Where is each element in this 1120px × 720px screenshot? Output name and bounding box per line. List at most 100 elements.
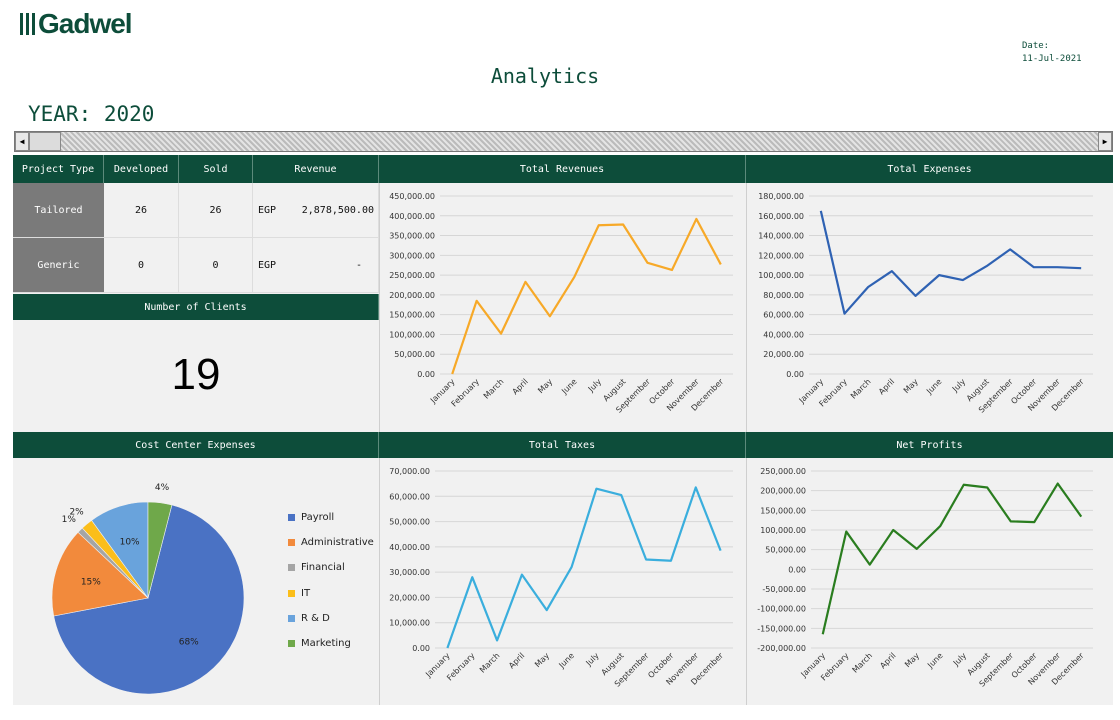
- series-line: [819, 210, 1082, 315]
- legend-label: Marketing: [301, 638, 351, 650]
- clients-title: Number of Clients: [13, 294, 379, 320]
- y-tick-label: 80,000.00: [763, 291, 804, 300]
- expenses-title: Total Expenses: [746, 155, 1113, 183]
- x-tick-label: May: [903, 651, 921, 669]
- revenues-title: Total Revenues: [379, 155, 746, 183]
- x-tick-label: April: [511, 377, 530, 396]
- taxes-title: Total Taxes: [379, 432, 746, 458]
- y-tick-label: 0.00: [417, 370, 435, 379]
- divider: [746, 183, 747, 432]
- row-generic-type: Generic: [13, 238, 104, 293]
- row-tailored-developed: 26: [104, 183, 179, 238]
- table-header-revenue: Revenue: [253, 155, 379, 183]
- x-tick-label: July: [586, 377, 603, 394]
- divider: [379, 458, 380, 705]
- x-tick-label: July: [951, 651, 968, 668]
- y-tick-label: 40,000.00: [763, 330, 804, 339]
- date-label: Date:: [1022, 41, 1050, 51]
- legend-swatch: [288, 614, 295, 622]
- legend-item: R & D: [288, 606, 374, 631]
- y-tick-label: 100,000.00: [389, 330, 435, 339]
- revenues-line-chart: 0.00 50,000.00 100,000.00 150,000.00 200,000…: [389, 192, 733, 415]
- y-tick-label: 0.00: [788, 565, 806, 574]
- legend-label: R & D: [301, 612, 330, 624]
- pie-data-label: 68%: [179, 637, 199, 647]
- pie-slice-marketing: [147, 501, 173, 599]
- row-generic-revenue-value: -: [355, 259, 362, 271]
- y-tick-label: 250,000.00: [760, 467, 806, 476]
- y-tick-label: 350,000.00: [389, 232, 435, 241]
- legend-swatch: [288, 640, 295, 648]
- y-tick-label: 30,000.00: [389, 568, 430, 577]
- table-header-sold: Sold: [179, 155, 253, 183]
- cost-center-title: Cost Center Expenses: [13, 432, 379, 458]
- x-tick-label: April: [878, 651, 897, 670]
- row-generic-sold: 0: [179, 238, 253, 293]
- x-tick-label: April: [507, 651, 526, 670]
- expenses-line-chart: 0.00 20,000.00 40,000.00 60,000.00 80,000.00…: [758, 192, 1093, 415]
- horizontal-scrollbar[interactable]: ◀ ▶: [14, 131, 1113, 152]
- pie-slice-payroll: [53, 504, 245, 695]
- row-tailored-sold: 26: [179, 183, 253, 238]
- pie-data-label: 15%: [81, 577, 101, 587]
- pie-data-label: 4%: [155, 483, 170, 493]
- legend-swatch: [288, 589, 295, 597]
- page-title: Analytics: [490, 64, 600, 88]
- x-tick-label: March: [478, 651, 502, 675]
- y-tick-label: 250,000.00: [389, 271, 435, 280]
- y-tick-label: 0.00: [412, 644, 430, 653]
- legend-item: Marketing: [288, 631, 374, 656]
- x-tick-label: May: [902, 377, 920, 395]
- y-tick-label: 60,000.00: [389, 492, 430, 501]
- y-tick-label: 100,000.00: [758, 271, 804, 280]
- legend-label: Financial: [301, 562, 345, 574]
- pie-data-label: 2%: [69, 508, 84, 518]
- row-tailored-revenue-value: 2,878,500.00: [301, 204, 374, 216]
- scroll-left-arrow-icon[interactable]: ◀: [15, 132, 29, 151]
- net-profits-line-chart: -200,000.00 -150,000.00 -100,000.00 -50,000…: [757, 467, 1093, 689]
- legend-label: Payroll: [301, 512, 335, 524]
- x-tick-label: May: [533, 651, 551, 669]
- y-tick-label: -50,000.00: [762, 585, 806, 594]
- x-tick-label: July: [584, 651, 601, 668]
- series-line: [451, 217, 722, 375]
- y-tick-label: 150,000.00: [389, 311, 435, 320]
- x-tick-label: June: [559, 377, 578, 396]
- y-tick-label: 20,000.00: [389, 593, 430, 602]
- x-tick-label: June: [557, 651, 576, 670]
- y-tick-label: -100,000.00: [757, 605, 806, 614]
- legend-label: Administrative: [301, 537, 374, 549]
- scroll-right-arrow-icon[interactable]: ▶: [1098, 132, 1112, 151]
- pie-slice-administrative: [51, 531, 149, 617]
- y-tick-label: 200,000.00: [760, 487, 806, 496]
- y-tick-label: 400,000.00: [389, 212, 435, 221]
- y-tick-label: 0.00: [786, 370, 804, 379]
- y-tick-label: 140,000.00: [758, 232, 804, 241]
- legend-label: IT: [301, 587, 311, 599]
- gadwel-logo: Gadwel: [20, 8, 133, 40]
- y-tick-label: 50,000.00: [394, 350, 435, 359]
- logo-text: Gadwel: [38, 8, 133, 39]
- y-tick-label: 150,000.00: [760, 506, 806, 515]
- pie-data-label: 1%: [62, 515, 77, 525]
- year-label: YEAR: 2020: [28, 102, 155, 126]
- row-tailored-type: Tailored: [13, 183, 104, 238]
- legend-swatch: [288, 514, 295, 522]
- y-tick-label: -150,000.00: [757, 624, 806, 633]
- dashboard: Project Type Developed Sold Revenue Tail…: [13, 155, 1113, 705]
- taxes-line-chart: 0.00 10,000.00 20,000.00 30,000.00 40,000.00…: [389, 467, 733, 689]
- y-tick-label: 50,000.00: [765, 546, 806, 555]
- scrollbar-track[interactable]: [61, 132, 1098, 151]
- row-generic-developed: 0: [104, 238, 179, 293]
- net-profits-title: Net Profits: [746, 432, 1113, 458]
- scrollbar-thumb[interactable]: [29, 132, 61, 151]
- x-tick-label: April: [877, 377, 896, 396]
- y-tick-label: 50,000.00: [389, 518, 430, 527]
- y-tick-label: 100,000.00: [760, 526, 806, 535]
- row-generic-currency: EGP: [258, 259, 277, 271]
- table-header-developed: Developed: [104, 155, 179, 183]
- legend-swatch: [288, 539, 295, 547]
- row-tailored-currency: EGP: [258, 204, 277, 216]
- series-line: [821, 482, 1083, 635]
- row-tailored-revenue: EGP 2,878,500.00: [253, 183, 379, 238]
